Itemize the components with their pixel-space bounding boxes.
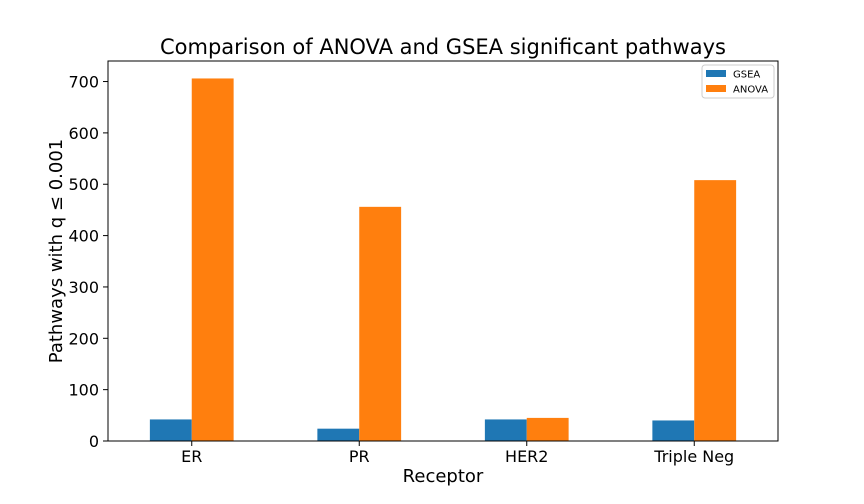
bar-anova-triple-neg	[694, 180, 737, 441]
axes-frame	[107, 60, 779, 442]
legend: GSEA ANOVA	[701, 64, 775, 99]
y-tick-label: 600	[68, 124, 99, 143]
bar-anova-her2	[526, 417, 569, 441]
x-tick-label: PR	[349, 447, 370, 466]
y-tick-label: 300	[68, 278, 99, 297]
y-tick-label: 200	[68, 329, 99, 348]
y-tick-label: 400	[68, 227, 99, 246]
y-axis-label: Pathways with q ≤ 0.001	[46, 139, 67, 363]
y-tick-label: 700	[68, 73, 99, 92]
plot-area: 0 100 200 300 400 500 600 700 ER PR HER2 Triple Neg	[68, 60, 779, 466]
x-tick-label: HER2	[505, 447, 548, 466]
chart-title: Comparison of ANOVA and GSEA significant…	[160, 35, 726, 59]
legend-label-anova: ANOVA	[733, 85, 768, 96]
legend-label-gsea: GSEA	[733, 70, 760, 81]
legend-swatch-gsea	[706, 70, 726, 77]
x-tick-label: ER	[181, 447, 202, 466]
x-axis-label: Receptor	[403, 466, 484, 487]
bar-anova-pr	[359, 206, 402, 441]
x-tick-label: Triple Neg	[653, 447, 734, 466]
y-tick-label: 0	[89, 432, 99, 451]
bar-gsea-pr	[317, 428, 360, 441]
bar-anova-er	[191, 78, 234, 441]
bar-gsea-her2	[484, 419, 527, 441]
y-tick-label: 500	[68, 175, 99, 194]
bar-gsea-er	[149, 419, 192, 441]
bar-gsea-triple-neg	[652, 420, 695, 441]
legend-swatch-anova	[706, 85, 726, 92]
y-tick-label: 100	[68, 381, 99, 400]
